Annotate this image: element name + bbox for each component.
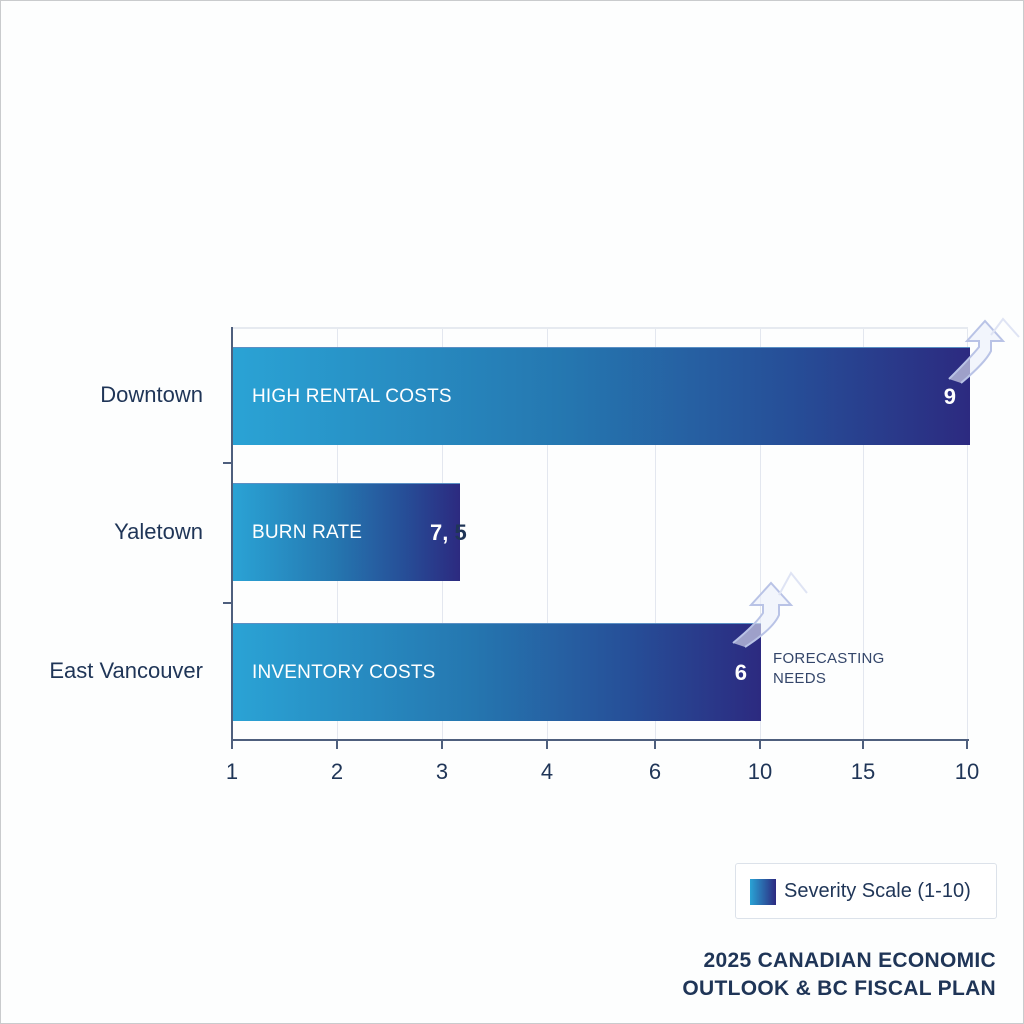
annotation-line: NEEDS: [773, 670, 827, 687]
gridline: [547, 329, 548, 742]
bar-downtown[interactable]: HIGH RENTAL COSTS 9: [232, 347, 970, 445]
x-tick-label: 10: [747, 759, 773, 784]
x-tick: [759, 740, 761, 749]
legend-swatch-icon: [750, 879, 776, 905]
bar-value: 9: [943, 383, 956, 409]
x-tick: [862, 740, 864, 749]
bar-label: INVENTORY COSTS: [252, 661, 436, 683]
y-tick: [223, 602, 232, 604]
category-label-downtown: Downtown: [100, 382, 203, 407]
x-tick: [654, 740, 656, 749]
bar-yaletown[interactable]: BURN RATE 7, 5: [232, 483, 467, 581]
bar-east-vancouver[interactable]: INVENTORY COSTS 6: [232, 623, 761, 721]
gridline: [655, 329, 656, 742]
x-tick-label: 15: [850, 759, 876, 784]
gridline: [863, 329, 864, 742]
x-tick-label: 4: [540, 759, 554, 784]
x-tick: [336, 740, 338, 749]
category-label-east-vancouver: East Vancouver: [49, 658, 203, 683]
title-line: OUTLOOK & BC FISCAL PLAN: [682, 977, 996, 1000]
x-tick: [546, 740, 548, 749]
x-tick-label: 2: [330, 759, 344, 784]
bar-value: 7, 5: [430, 520, 467, 546]
chart-title: 2025 CANADIAN ECONOMIC OUTLOOK & BC FISC…: [682, 947, 996, 1003]
bar-value: 6: [734, 659, 747, 685]
x-tick: [966, 740, 968, 749]
x-tick: [441, 740, 443, 749]
gridline: [760, 329, 761, 742]
x-tick-label: 10: [954, 759, 980, 784]
x-axis: [231, 739, 969, 741]
bar-label: BURN RATE: [252, 521, 363, 543]
annotation-line: FORECASTING: [773, 650, 885, 667]
x-tick: [231, 740, 233, 749]
category-label-yaletown: Yaletown: [114, 519, 203, 544]
bar-label: HIGH RENTAL COSTS: [252, 385, 452, 407]
title-line: 2025 CANADIAN ECONOMIC: [703, 949, 996, 972]
legend: Severity Scale (1-10): [735, 863, 997, 919]
y-tick: [223, 462, 232, 464]
bar-value-text: 7, 5: [430, 519, 467, 545]
gridline: [967, 329, 968, 742]
legend-label: Severity Scale (1-10): [784, 880, 971, 902]
x-tick-label: 1: [225, 759, 239, 784]
x-tick-label: 6: [648, 759, 662, 784]
y-axis: [231, 327, 233, 740]
trend-arrow-icon: [732, 571, 808, 648]
annotation-forecasting-needs: FORECASTING NEEDS: [773, 649, 885, 689]
trend-arrow-icon: [948, 317, 1020, 384]
x-tick-label: 3: [435, 759, 449, 784]
